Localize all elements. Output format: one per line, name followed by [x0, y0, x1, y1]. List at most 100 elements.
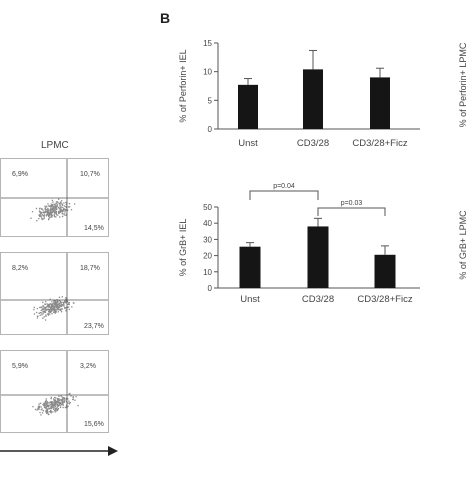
flow-dot: [54, 405, 57, 408]
category-label: CD3/28+Ficz: [357, 294, 412, 305]
flow-dot: [52, 306, 54, 308]
flow-dot: [45, 300, 47, 303]
flow-dot: [43, 403, 46, 405]
flow-dot: [54, 308, 56, 310]
grb-bar-chart: 0 10 20 30 40 50 % of GrB+ IEL Unst CD3/28 CD3/28…: [178, 183, 420, 305]
flow-dot: [42, 308, 44, 311]
flow-dot: [55, 201, 58, 203]
flow-dot: [48, 303, 50, 305]
flow-dot: [47, 308, 50, 310]
flow-dot: [50, 216, 52, 218]
flow-dot: [72, 396, 74, 398]
flow-dot: [51, 305, 53, 307]
flow-dot: [38, 405, 41, 407]
flow-dot: [49, 311, 51, 313]
flow-dot: [50, 407, 52, 409]
flow-dot: [54, 204, 57, 206]
flow-dot: [65, 201, 67, 204]
flow-dot: [46, 404, 48, 406]
flow-dot: [55, 205, 57, 207]
flow-dot: [49, 213, 51, 215]
flow-dot: [51, 303, 54, 306]
flow-dot: [38, 408, 40, 410]
flow-dot: [58, 401, 60, 403]
significance-bracket: [249, 190, 319, 200]
flow-dot: [49, 402, 51, 404]
flow-dot: [57, 198, 60, 200]
flow-dot: [60, 209, 63, 211]
flow-dot: [55, 401, 57, 403]
flow-cytometry-panels: 6,9% 10,7% 14,5% 8,2% 18,7% 23,7% 5,9% 3,2% 15,6…: [0, 158, 109, 433]
flow-dot: [38, 403, 40, 405]
flow-dot: [54, 309, 56, 311]
bar: [239, 246, 261, 288]
flow-dot: [54, 401, 56, 404]
flow-dot: [51, 204, 54, 207]
flow-dot: [57, 306, 59, 308]
flow-dot: [53, 399, 55, 401]
flow-dot: [44, 309, 47, 311]
flow-dot: [44, 406, 46, 409]
flow-dot: [58, 395, 60, 397]
category-label: CD3/28: [297, 138, 329, 149]
flow-dot: [48, 310, 50, 313]
flow-dot: [62, 304, 64, 306]
flow-dot: [47, 212, 49, 214]
flow-dot: [57, 398, 60, 401]
flow-dot: [54, 303, 57, 306]
flow-dot: [41, 217, 43, 219]
flow-dot: [51, 401, 53, 403]
flow-dot: [59, 204, 61, 206]
flow-dot: [47, 405, 49, 407]
flow-dot: [45, 399, 47, 402]
flow-dot: [33, 308, 35, 311]
flow-dot: [64, 212, 66, 214]
flow-dot: [42, 301, 44, 304]
flow-dot: [47, 313, 50, 315]
flow-dot: [38, 312, 40, 314]
flow-dot: [53, 398, 55, 400]
flow-dot: [52, 207, 54, 209]
flow-dot: [60, 200, 63, 202]
flow-dot: [64, 301, 66, 303]
flow-dot: [56, 409, 59, 411]
flow-dot: [41, 408, 43, 410]
flow-dot: [43, 404, 45, 407]
flow-dot: [59, 216, 61, 218]
flow-dot: [66, 300, 69, 303]
flow-dot: [53, 203, 55, 205]
flow-dot: [47, 208, 49, 211]
flow-dot: [52, 211, 55, 213]
flow-dot: [52, 201, 54, 203]
flow-dot: [57, 399, 59, 401]
flow-dot: [53, 301, 55, 304]
flow-dot: [54, 300, 57, 302]
flow-dot: [34, 408, 37, 411]
flow-dot: [56, 201, 58, 203]
flow-dot: [45, 410, 48, 412]
flow-dot: [42, 306, 44, 308]
flow-dot: [60, 400, 62, 402]
flow-dot: [59, 406, 62, 409]
flow-dot: [53, 402, 55, 405]
flow-dot: [51, 301, 53, 303]
flow-dot: [51, 407, 53, 409]
flow-dot: [50, 401, 52, 403]
flow-dot: [55, 202, 57, 205]
flow-dot: [46, 213, 49, 216]
flow-dot: [42, 310, 44, 312]
flow-dot: [52, 209, 54, 211]
flow-dot: [56, 304, 58, 306]
flow-dot: [60, 202, 62, 204]
flow-dot: [42, 403, 44, 406]
flow-dot: [57, 307, 59, 309]
flow-dot: [68, 402, 70, 404]
flow-dot: [47, 314, 50, 316]
flow-dot: [51, 402, 54, 404]
flow-dot: [63, 400, 66, 402]
flow-dot: [63, 209, 65, 211]
flow-dot: [63, 401, 66, 403]
flow-dot: [40, 307, 43, 309]
y-tick-label: 40: [203, 219, 212, 228]
right-edge-label-perforin: % of Perforin+ LPMC: [458, 42, 468, 127]
